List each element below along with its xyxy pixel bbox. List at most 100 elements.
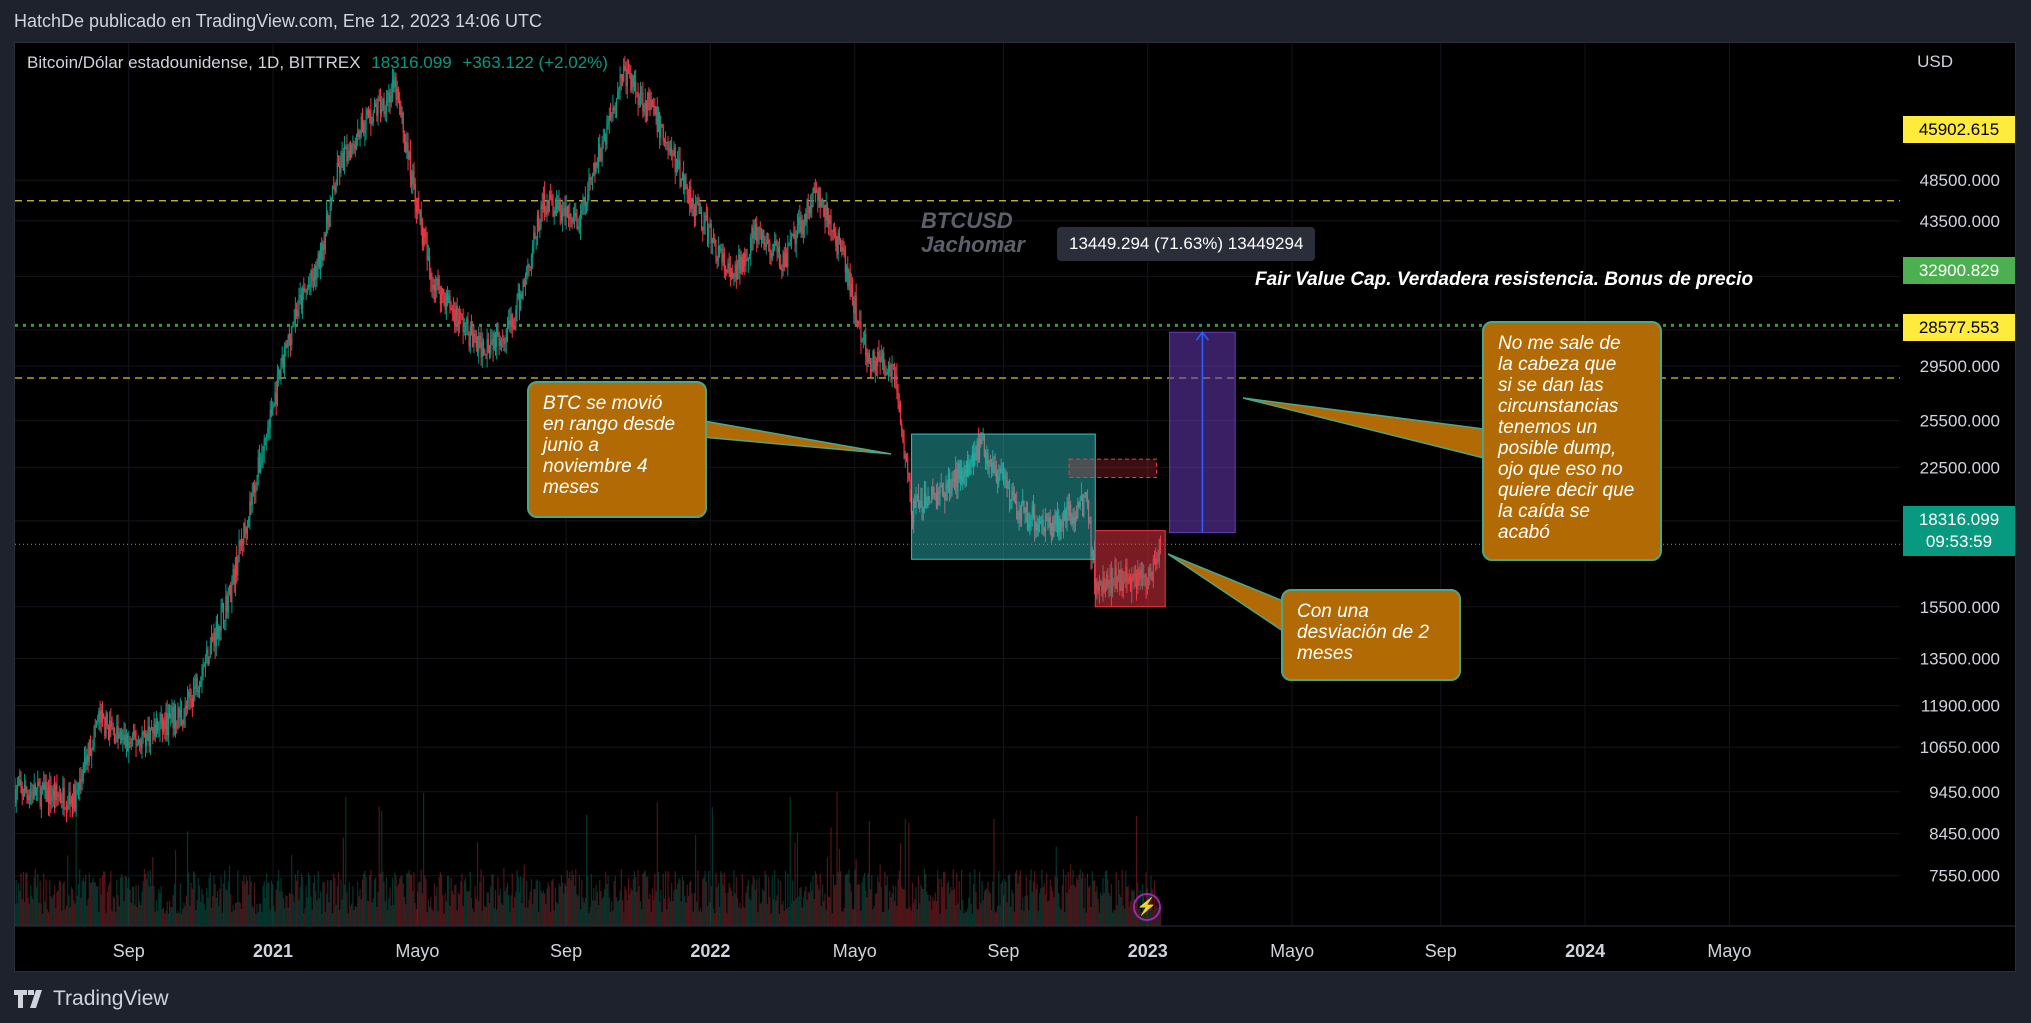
volume-bar <box>594 900 596 926</box>
volume-bar <box>85 874 87 926</box>
candle-body <box>974 452 976 467</box>
volume-bar <box>579 909 582 926</box>
candle-body <box>570 213 572 220</box>
candle-body <box>387 100 389 102</box>
volume-bar <box>111 911 113 926</box>
x-tick-label: 2022 <box>690 941 730 961</box>
volume-bar <box>798 896 800 926</box>
candle-body <box>694 202 697 217</box>
candle-body <box>1018 509 1020 520</box>
candle-body <box>456 306 458 321</box>
candle-body <box>190 698 192 700</box>
tradingview-logo[interactable]: TradingView <box>14 986 169 1012</box>
volume-bar <box>849 883 851 926</box>
candle-body <box>595 162 597 172</box>
candle-body <box>264 437 267 440</box>
volume-bar <box>792 880 794 926</box>
volume-bar <box>583 902 585 926</box>
candle-body <box>197 690 199 693</box>
candle-body <box>81 780 83 782</box>
volume-bar <box>152 856 154 926</box>
candle-body <box>436 278 438 286</box>
candle-body <box>312 278 314 281</box>
volume-bar <box>1068 888 1071 926</box>
volume-bar <box>363 873 365 926</box>
volume-bar <box>855 859 857 926</box>
volume-bar <box>1085 912 1087 926</box>
candle-body <box>186 696 189 709</box>
volume-bar <box>535 880 537 926</box>
price-chart-svg[interactable]: 48500.00043500.00037500.00032500.0002950… <box>15 43 2015 971</box>
volume-bar <box>1089 885 1091 926</box>
volume-bar <box>280 877 282 926</box>
candle-body <box>744 252 746 266</box>
candle-body <box>38 781 40 787</box>
volume-bar <box>1044 894 1047 926</box>
candle-body <box>376 107 378 116</box>
candle-body <box>300 295 302 309</box>
candle-body <box>45 781 47 802</box>
volume-bar <box>389 887 391 926</box>
volume-bar <box>1060 909 1062 926</box>
range-callout[interactable]: BTC se movió en rango desde junio a novi… <box>527 381 707 518</box>
volume-bar <box>1065 874 1067 926</box>
volume-bar <box>684 895 686 926</box>
symbol-legend[interactable]: Bitcoin/Dólar estadounidense, 1D, BITTRE… <box>27 53 608 73</box>
candle-body <box>862 337 864 341</box>
candle-body <box>256 477 258 491</box>
candle-body <box>600 159 602 161</box>
candle-body <box>842 247 844 249</box>
fair-value-note[interactable]: Fair Value Cap. Verdadera resistencia. B… <box>1255 269 1754 290</box>
volume-bar <box>166 901 168 926</box>
volume-bar <box>15 904 16 926</box>
volume-bar <box>672 900 674 926</box>
volume-bar <box>136 907 138 926</box>
candle-body <box>1092 550 1095 555</box>
candle-body <box>582 202 584 212</box>
candle-body <box>1034 515 1036 532</box>
volume-bar <box>653 899 655 926</box>
volume-bar <box>1034 871 1036 926</box>
candle-body <box>887 365 890 372</box>
volume-bar <box>1099 892 1102 926</box>
deviation-callout[interactable]: Con una desviación de 2 meses <box>1281 589 1461 681</box>
dump-callout[interactable]: No me sale de la cabeza que si se dan la… <box>1482 321 1662 561</box>
volume-bar <box>121 874 123 926</box>
measure-arrow-head <box>1195 330 1210 341</box>
candle-body <box>440 288 443 305</box>
chart-pane[interactable]: 48500.00043500.00037500.00032500.0002950… <box>14 42 2016 972</box>
candle-body <box>619 74 621 89</box>
volume-bar <box>415 909 418 926</box>
volume-bar <box>413 872 415 926</box>
candle-body <box>493 333 495 350</box>
candle-body <box>276 375 279 405</box>
volume-bar <box>887 909 890 926</box>
volume-bar <box>919 903 921 926</box>
candle-body <box>878 352 880 355</box>
volume-bar <box>393 905 395 926</box>
volume-bar <box>875 892 878 926</box>
bolt-icon[interactable]: ⚡ <box>1133 893 1161 921</box>
candle-body <box>559 200 561 215</box>
candle-body <box>1073 517 1075 524</box>
candle-body <box>1082 495 1084 517</box>
volume-bar <box>122 877 124 926</box>
x-tick-label: 2024 <box>1565 941 1605 961</box>
candle-body <box>74 784 76 811</box>
volume-bar <box>1019 870 1021 926</box>
volume-bar <box>298 899 300 926</box>
y-tick-label: 11900.000 <box>1921 697 2000 716</box>
volume-bar <box>17 883 20 926</box>
candle-body <box>904 454 906 459</box>
volume-bar <box>227 881 229 926</box>
candle-body <box>184 705 186 717</box>
candle-body <box>209 645 211 657</box>
volume-bar <box>450 877 452 926</box>
candle-body <box>933 491 935 495</box>
candle-body <box>1030 515 1032 518</box>
candle-body <box>538 215 540 231</box>
volume-bar <box>407 872 409 926</box>
volume-bar <box>1040 888 1042 926</box>
measure-label: 13449.294 (71.63%) 13449294 <box>1057 227 1316 261</box>
volume-bar <box>33 877 35 926</box>
